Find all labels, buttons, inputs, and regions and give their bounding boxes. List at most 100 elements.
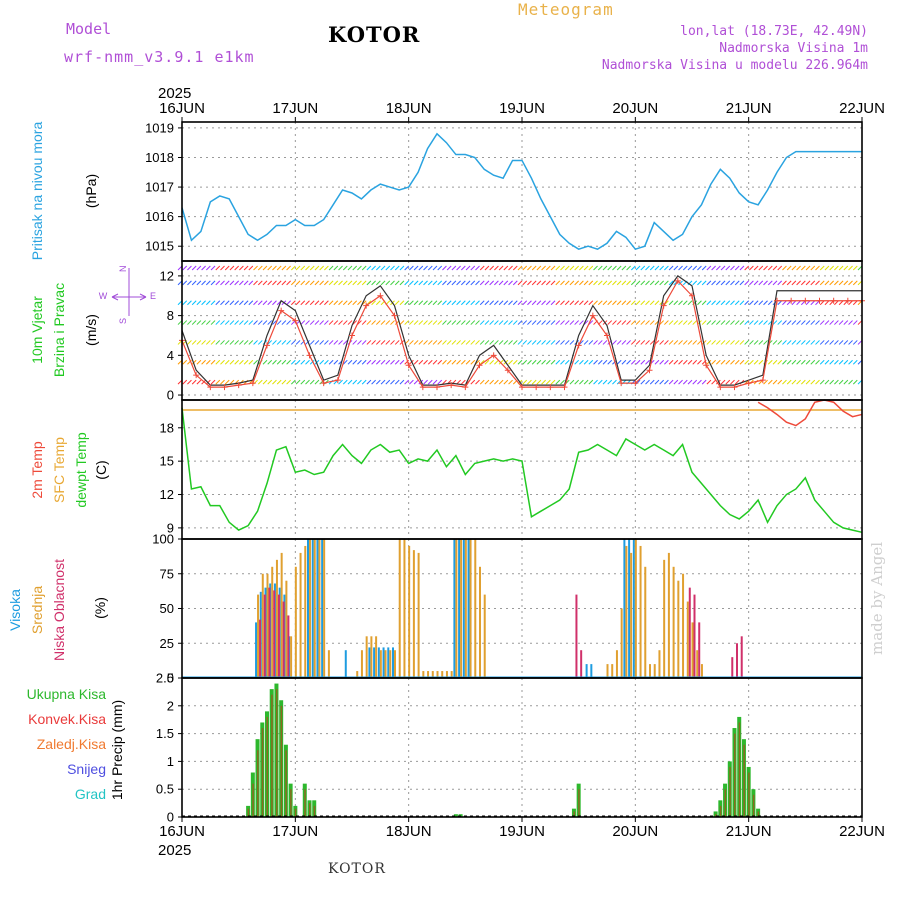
wind-barb: [701, 265, 707, 271]
wind-barb: [749, 359, 754, 365]
wind-barb: [692, 340, 698, 345]
wind-barb: [281, 280, 287, 286]
wind-barb: [432, 379, 438, 385]
wind-barb: [640, 280, 646, 286]
wind-barb: [300, 379, 306, 385]
wind-barb: [517, 359, 523, 365]
wind-barb: [508, 280, 513, 286]
wind-barb: [253, 265, 258, 271]
wind-barb: [555, 265, 561, 271]
wind-barb: [494, 340, 499, 345]
wind-barb: [843, 320, 849, 325]
wind-barb: [305, 280, 310, 286]
wind-barb: [824, 300, 830, 306]
wind-barb: [191, 320, 197, 325]
wind-barb: [475, 300, 480, 306]
wind-barb: [272, 359, 277, 365]
wind-barb: [357, 280, 362, 286]
wind-barb: [512, 340, 518, 345]
wind-barb: [777, 280, 783, 286]
wind-barb: [290, 340, 296, 345]
wind-barb: [527, 280, 532, 286]
wind-barb: [829, 300, 835, 306]
wind-barb: [342, 280, 348, 286]
wind-barb: [498, 300, 504, 306]
wind-barb: [413, 300, 419, 306]
wind-barb: [437, 280, 443, 286]
wind-barb: [427, 340, 433, 345]
x-tick-label-bottom: 19JUN: [499, 823, 545, 840]
cloud-unit-label: (%): [92, 597, 108, 619]
wind-barb: [545, 280, 551, 286]
cloud-bar-low: [693, 594, 696, 678]
wind-barb: [593, 265, 598, 271]
wind-barb: [616, 300, 622, 306]
wind-barb: [427, 379, 433, 385]
wind-barb: [588, 340, 594, 345]
cloud-bar-mid: [431, 671, 434, 678]
wind-barb: [730, 280, 735, 286]
wind-barb: [810, 379, 816, 385]
wind-barb: [772, 379, 778, 385]
wind-barb: [564, 320, 570, 325]
y-tick-label: 8: [167, 308, 174, 323]
wind-barb: [531, 265, 537, 271]
wind-barb: [357, 300, 362, 306]
cloud-bar-mid: [417, 552, 420, 678]
wind-barb: [442, 379, 447, 385]
wind-speed-marker: [264, 342, 270, 349]
wind-barb: [442, 340, 447, 345]
wind-barb: [720, 320, 726, 325]
wind-barb: [767, 265, 773, 271]
wind-barb: [541, 340, 546, 345]
wind-barb: [380, 265, 386, 271]
wind-barb: [654, 280, 660, 286]
wind-barb: [678, 359, 683, 365]
wind-barb: [531, 379, 537, 385]
wind-barb: [583, 265, 589, 271]
wind-barb: [470, 265, 476, 271]
wind-barb: [687, 320, 693, 325]
wind-barb: [220, 359, 225, 365]
wind-barb: [536, 340, 542, 345]
precip-conv-bar: [266, 716, 268, 817]
wind-barb: [829, 379, 835, 385]
wind-barb: [385, 265, 391, 271]
cloud-bar-mid: [309, 539, 311, 678]
wind-barb: [276, 340, 282, 345]
wind-barb: [706, 300, 712, 306]
wind-speed-marker: [774, 297, 780, 304]
wind-barb: [583, 280, 589, 286]
compass-arrows: [111, 268, 147, 316]
cloud-bar-mid: [700, 664, 703, 678]
wind-barb: [560, 379, 565, 385]
cloud-bar-mid: [441, 671, 444, 678]
wind-barb: [531, 340, 537, 345]
cloud-bar-mid: [285, 580, 288, 678]
temp2m-axis-title: 2m Temp: [29, 441, 45, 499]
cloud-bar-mid: [682, 573, 685, 678]
wind-barb: [290, 265, 296, 271]
wind-barb: [796, 320, 801, 325]
cloud-bar-mid: [370, 636, 373, 678]
wind-barb: [196, 280, 202, 286]
wind-barb: [843, 265, 849, 271]
wind-barb: [451, 280, 457, 286]
wind-barb: [309, 340, 315, 345]
wind-barb: [744, 280, 750, 286]
wind-barb: [272, 300, 277, 306]
wind-barb: [734, 340, 740, 345]
wind-barb: [460, 379, 466, 385]
wind-barb: [446, 320, 452, 325]
wind-barb: [579, 359, 584, 365]
wind-speed-marker: [632, 380, 639, 387]
wind-barb: [352, 265, 358, 271]
wind-speed-marker: [405, 362, 412, 369]
wind-barb: [366, 340, 372, 345]
wind-barb: [824, 320, 830, 325]
wind-barb: [711, 300, 716, 306]
wind-barb: [715, 320, 721, 325]
wind-barb: [834, 265, 839, 271]
wind-barb: [239, 300, 244, 306]
wind-barb: [484, 280, 490, 286]
